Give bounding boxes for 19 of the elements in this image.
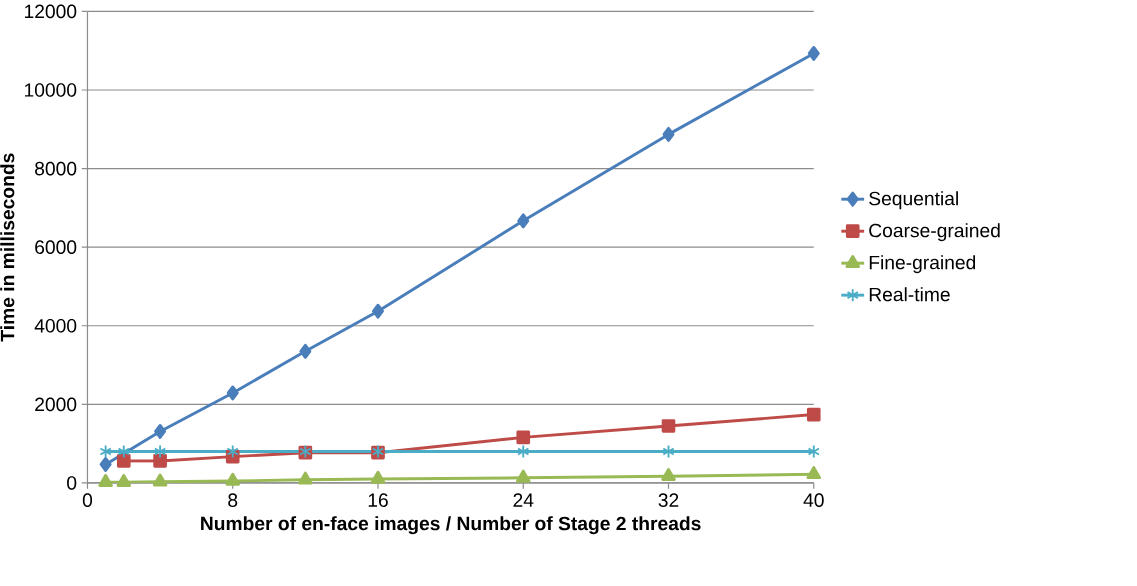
x-tick-label: 16	[368, 493, 388, 508]
x-tick-label: 0	[82, 493, 93, 508]
y-tick-label: 4000	[34, 319, 77, 333]
y-tick-label: 12000	[24, 4, 77, 19]
x-axis-title: Number of en-face images / Number of Stage 2 threads	[201, 516, 701, 535]
y-tick-label: 8000	[35, 161, 77, 176]
legend-label: Fine-grained	[869, 255, 976, 274]
y-tick-label: 2000	[35, 397, 77, 412]
legend-label: Real-time	[869, 287, 950, 302]
x-tick-label: 32	[658, 493, 679, 508]
x-tick-label: 24	[513, 493, 534, 507]
legend-label: Sequential	[869, 191, 958, 210]
y-tick-label: 0	[67, 476, 77, 490]
x-tick-label: 40	[803, 493, 824, 508]
legend-label: Coarse-grained	[869, 223, 1000, 242]
y-tick-label: 10000	[24, 83, 77, 97]
y-tick-label: 6000	[35, 240, 77, 255]
x-tick-label: 8	[228, 493, 238, 508]
y-axis-title: Time in milliseconds	[0, 153, 15, 342]
